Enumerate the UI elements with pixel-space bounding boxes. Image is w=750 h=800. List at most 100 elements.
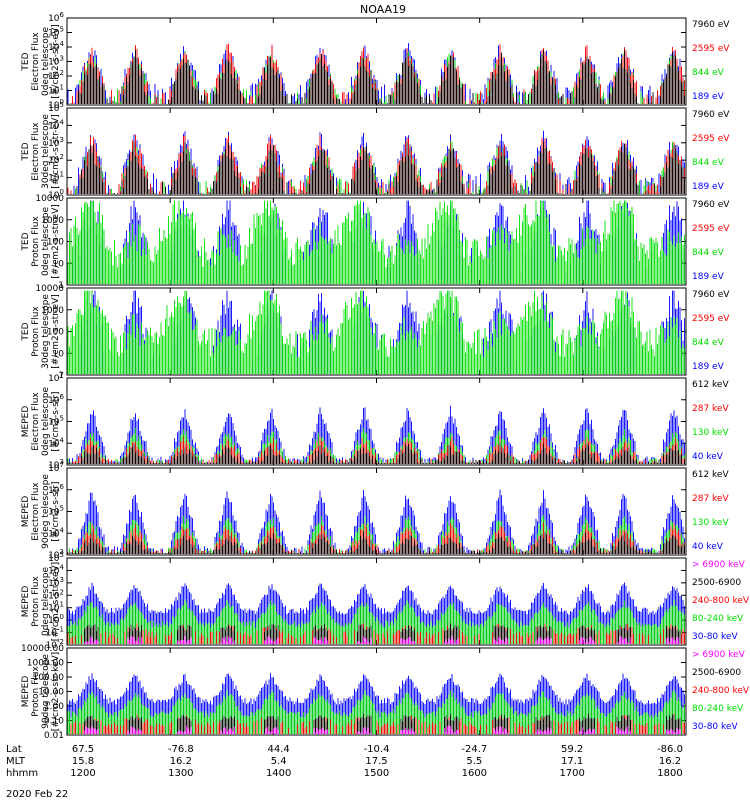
plot-title: NOAA19 xyxy=(360,3,406,16)
footer-value-hhmm: 1200 xyxy=(70,768,95,779)
legend-entry: 40 keV xyxy=(692,452,724,462)
y-axis-label: TED xyxy=(21,52,31,71)
y-axis-label: 30deg telescope xyxy=(41,114,51,189)
y-tick-label: 10000.00 xyxy=(21,644,64,654)
legend-entry: 189 eV xyxy=(692,92,725,102)
series-trace-black xyxy=(73,141,685,194)
y-axis-label: 90deg telescope xyxy=(41,474,51,549)
panel-3: 1 10 100 1000 10000 TED Proton Flux 0deg telesc… xyxy=(21,194,730,291)
series-trace-green xyxy=(67,427,685,464)
footer-value-hhmm: 1500 xyxy=(364,768,389,779)
panel-8: 0.01 0.10 1.00 10.00 100.00 1000.00 10000.00 ME… xyxy=(21,644,750,741)
y-tick-label: 1 xyxy=(58,371,64,381)
legend-entry: 189 eV xyxy=(692,362,725,372)
legend-entry: 80-240 keV xyxy=(692,704,744,714)
y-axis-label: [#/cm2-s-str-eV] xyxy=(51,24,61,99)
y-tick-label: 10000 xyxy=(35,284,64,294)
y-tick-label: 1 xyxy=(58,281,64,291)
y-axis-label: Electron Flux xyxy=(31,32,41,91)
series-trace-magenta xyxy=(84,635,681,644)
legend-entry: 844 eV xyxy=(692,248,725,258)
legend-entry: 2595 eV xyxy=(692,44,730,54)
footer-value-lat: -24.7 xyxy=(461,744,487,755)
y-axis-label: [#/cm2-s-str-eV] xyxy=(51,114,61,189)
series-trace-red xyxy=(67,435,685,464)
legend-entry: 240-800 keV xyxy=(692,596,750,606)
series-trace-blue xyxy=(79,290,685,374)
series-trace-black xyxy=(67,49,685,104)
series-trace-blue xyxy=(67,43,685,104)
series-trace-green xyxy=(67,599,685,644)
footer-value-mlt: 17.1 xyxy=(561,756,583,767)
y-axis-label: Proton Flux xyxy=(31,306,41,357)
legend-entry: 240-800 keV xyxy=(692,686,750,696)
y-tick-label: 10.00 xyxy=(38,688,64,698)
y-axis-label: 90deg telescope xyxy=(41,654,51,729)
footer-value-mlt: 16.2 xyxy=(659,756,681,767)
footer-value-mlt: 17.5 xyxy=(365,756,387,767)
y-axis-label: 30deg telescope xyxy=(41,294,51,369)
legend-entry: 287 keV xyxy=(692,494,729,504)
footer-value-mlt: 5.4 xyxy=(271,756,287,767)
legend-entry: 40 keV xyxy=(692,542,724,552)
footer-value-mlt: 16.2 xyxy=(170,756,192,767)
y-axis-label: Proton Flux xyxy=(31,576,41,627)
series-trace-green xyxy=(67,514,685,554)
legend-entry: 287 keV xyxy=(692,404,729,414)
legend-entry: 80-240 keV xyxy=(692,614,744,624)
footer-value-hhmm: 1700 xyxy=(559,768,584,779)
y-tick-label: 100.00 xyxy=(33,673,65,683)
legend-entry: 2500-6900 xyxy=(692,668,741,678)
legend-entry: 2595 eV xyxy=(692,224,730,234)
legend-entry: 844 eV xyxy=(692,68,725,78)
y-axis-label: [#/cm2-s-str] xyxy=(51,391,61,451)
legend-entry: 7960 eV xyxy=(692,290,730,300)
series-trace-blue xyxy=(67,405,685,464)
series-trace-green xyxy=(70,141,685,194)
y-tick-label: 1000 xyxy=(41,216,64,226)
y-axis-label: 0deg telescope xyxy=(41,27,51,97)
footer-value-hhmm: 1300 xyxy=(168,768,193,779)
footer-value-mlt: 5.5 xyxy=(466,756,482,767)
y-axis-label: TED xyxy=(21,322,31,341)
y-tick-label: 10 xyxy=(53,259,65,269)
series-trace-blue xyxy=(67,582,685,644)
y-tick-label: 10000 xyxy=(35,194,64,204)
y-tick-label: 1000.00 xyxy=(27,659,64,669)
series-trace-red xyxy=(67,522,685,554)
y-axis-label: MEPED xyxy=(21,496,31,528)
series-trace-green xyxy=(67,200,685,284)
y-tick-label: 1.00 xyxy=(44,702,64,712)
y-axis-label: [#/cm2-s-str-eV] xyxy=(51,294,61,369)
y-axis-label: [#/cm2-s-str] xyxy=(51,481,61,541)
legend-entry: 189 eV xyxy=(692,272,725,282)
legend-entry: 2595 eV xyxy=(692,314,730,324)
legend-entry: 612 keV xyxy=(692,380,729,390)
y-axis-label: Electron Flux xyxy=(31,482,41,541)
series-trace-blue xyxy=(67,673,685,734)
y-axis-label: TED xyxy=(21,142,31,161)
y-axis-label: [#/cm2-s-str-eV] xyxy=(51,204,61,279)
legend-entry: 30-80 keV xyxy=(692,722,738,732)
legend-entry: 612 keV xyxy=(692,470,729,480)
footer-value-lat: -76.8 xyxy=(168,744,194,755)
footer-value-hhmm: 1400 xyxy=(266,768,291,779)
legend-entry: 2595 eV xyxy=(692,134,730,144)
y-axis-label: 0deg telescope xyxy=(41,207,51,277)
legend-entry: 844 eV xyxy=(692,158,725,168)
series-trace-magenta xyxy=(84,725,681,734)
legend-entry: 7960 eV xyxy=(692,200,730,210)
y-axis-label: 0deg telescope xyxy=(41,387,51,457)
series-trace-green xyxy=(67,690,685,734)
legend-entry: 130 keV xyxy=(692,518,729,528)
legend-entry: 189 eV xyxy=(692,182,725,192)
y-tick-label: 0.01 xyxy=(44,731,64,741)
series-trace-green xyxy=(70,50,685,104)
date-label: 2020 Feb 22 xyxy=(6,789,68,800)
y-axis-label: TED xyxy=(21,232,31,251)
